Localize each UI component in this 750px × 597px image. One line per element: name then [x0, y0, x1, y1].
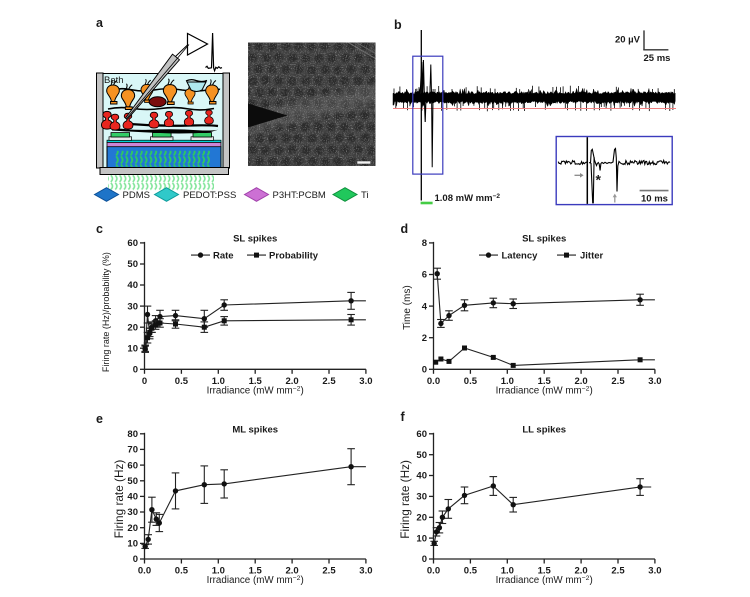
svg-text:0.5: 0.5: [175, 566, 189, 577]
svg-text:Ti: Ti: [361, 190, 369, 201]
svg-text:60: 60: [416, 429, 427, 440]
svg-text:ML spikes: ML spikes: [232, 425, 278, 436]
svg-text:50: 50: [127, 476, 138, 487]
svg-text:3.0: 3.0: [359, 376, 372, 387]
svg-text:2: 2: [422, 333, 427, 344]
svg-text:PEDOT:PSS: PEDOT:PSS: [183, 190, 236, 201]
svg-text:0.5: 0.5: [175, 376, 189, 387]
svg-text:*: *: [596, 172, 602, 188]
svg-text:Firing rate (Hz)/probability (: Firing rate (Hz)/probability (%): [101, 252, 111, 372]
svg-text:60: 60: [127, 460, 138, 471]
svg-text:SL spikes: SL spikes: [233, 234, 277, 245]
svg-text:Jitter: Jitter: [580, 250, 604, 261]
svg-text:0: 0: [133, 365, 138, 376]
svg-text:4: 4: [422, 301, 428, 312]
svg-text:40: 40: [127, 492, 138, 503]
svg-text:2.5: 2.5: [322, 566, 336, 577]
svg-text:10 ms: 10 ms: [641, 194, 668, 205]
svg-text:Probability: Probability: [269, 250, 319, 261]
svg-text:10: 10: [416, 533, 427, 544]
svg-text:0.0: 0.0: [138, 566, 151, 577]
svg-text:Irradiance (mW mm−2): Irradiance (mW mm−2): [496, 385, 593, 397]
svg-text:0: 0: [142, 376, 147, 387]
svg-text:2.0: 2.0: [285, 376, 298, 387]
svg-text:Bath: Bath: [104, 75, 124, 86]
svg-text:50: 50: [416, 450, 427, 461]
svg-text:30: 30: [127, 301, 138, 312]
svg-text:Irradiance (mW mm−2): Irradiance (mW mm−2): [207, 385, 304, 397]
svg-text:3.0: 3.0: [648, 566, 661, 577]
svg-text:80: 80: [127, 429, 138, 440]
svg-text:0.0: 0.0: [427, 566, 440, 577]
svg-text:d: d: [401, 222, 409, 236]
svg-text:b: b: [394, 18, 402, 32]
svg-text:10: 10: [127, 343, 138, 354]
svg-text:Irradiance (mW mm−2): Irradiance (mW mm−2): [496, 575, 593, 587]
svg-text:2.5: 2.5: [322, 376, 336, 387]
svg-text:P3HT:PCBM: P3HT:PCBM: [273, 190, 326, 201]
svg-text:20: 20: [416, 513, 427, 524]
svg-text:0: 0: [422, 554, 427, 565]
svg-text:SL spikes: SL spikes: [522, 234, 566, 245]
svg-text:Time (ms): Time (ms): [402, 285, 413, 330]
svg-text:1.0: 1.0: [212, 566, 225, 577]
svg-text:40: 40: [127, 280, 138, 291]
svg-text:30: 30: [127, 507, 138, 518]
svg-text:6: 6: [422, 270, 427, 281]
svg-text:20 µV: 20 µV: [615, 35, 641, 46]
svg-text:0.0: 0.0: [427, 376, 440, 387]
svg-text:30: 30: [416, 492, 427, 503]
svg-text:2.0: 2.0: [574, 566, 587, 577]
svg-text:1.5: 1.5: [538, 566, 552, 577]
svg-text:1.0: 1.0: [501, 566, 514, 577]
svg-text:2.0: 2.0: [574, 376, 587, 387]
svg-text:0.5: 0.5: [464, 566, 478, 577]
svg-text:Latency: Latency: [502, 250, 539, 261]
svg-text:20: 20: [127, 322, 138, 333]
svg-text:20: 20: [127, 523, 138, 534]
svg-text:1.0: 1.0: [501, 376, 514, 387]
svg-text:60: 60: [127, 238, 138, 249]
svg-text:PDMS: PDMS: [123, 190, 150, 201]
svg-text:3.0: 3.0: [648, 376, 661, 387]
svg-text:Rate: Rate: [213, 250, 234, 261]
svg-text:8: 8: [422, 238, 427, 249]
svg-text:1.0: 1.0: [212, 376, 225, 387]
svg-text:70: 70: [127, 445, 138, 456]
svg-text:2.5: 2.5: [611, 566, 625, 577]
svg-text:2.5: 2.5: [611, 376, 625, 387]
svg-text:e: e: [96, 412, 103, 426]
svg-text:Irradiance (mW mm−2): Irradiance (mW mm−2): [207, 575, 304, 587]
svg-text:1.5: 1.5: [249, 566, 263, 577]
svg-text:2.0: 2.0: [285, 566, 298, 577]
svg-text:25 ms: 25 ms: [644, 53, 671, 64]
svg-text:50: 50: [127, 259, 138, 270]
svg-text:0.5: 0.5: [464, 376, 478, 387]
svg-text:0: 0: [133, 554, 138, 565]
svg-text:40: 40: [416, 471, 427, 482]
svg-text:1.5: 1.5: [538, 376, 552, 387]
svg-text:3.0: 3.0: [359, 566, 372, 577]
svg-text:1.08 mW mm−2: 1.08 mW mm−2: [435, 193, 501, 205]
svg-text:1.5: 1.5: [249, 376, 263, 387]
svg-text:10: 10: [127, 539, 138, 550]
svg-text:Firing rate (Hz): Firing rate (Hz): [112, 460, 126, 539]
svg-text:Firing rate (Hz): Firing rate (Hz): [398, 460, 412, 539]
svg-text:0: 0: [422, 365, 427, 376]
svg-text:f: f: [401, 410, 406, 424]
svg-text:a: a: [96, 16, 104, 30]
svg-text:LL spikes: LL spikes: [522, 425, 566, 436]
svg-text:c: c: [96, 222, 103, 236]
